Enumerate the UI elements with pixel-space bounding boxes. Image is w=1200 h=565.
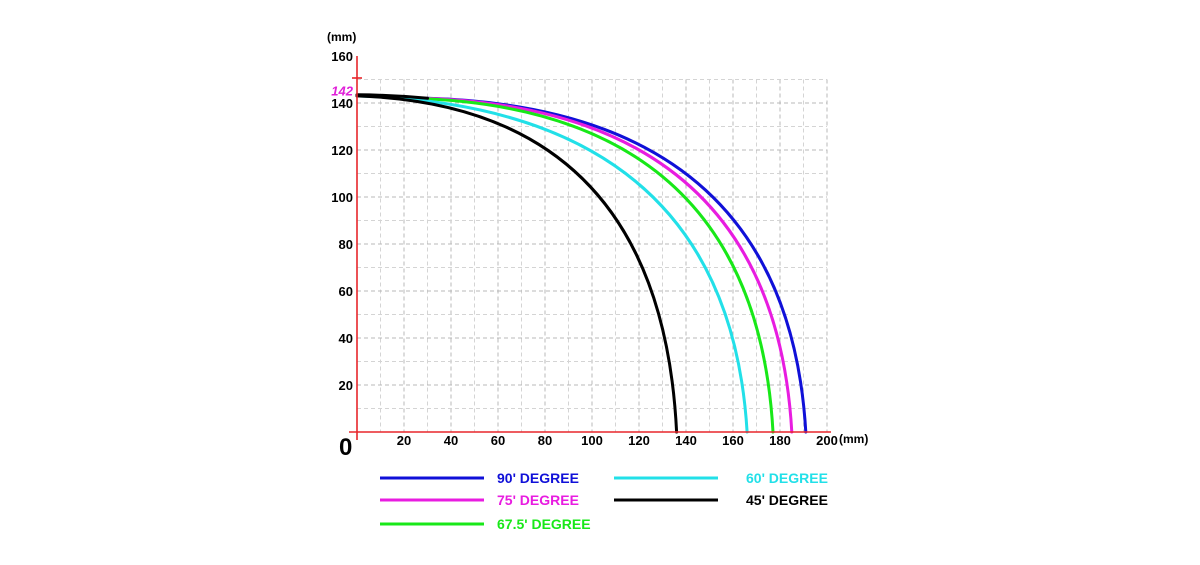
legend-label: 67.5' DEGREE — [497, 516, 591, 532]
legend-label: 75' DEGREE — [497, 492, 579, 508]
origin-label: 0 — [339, 434, 352, 461]
chart-legend: 90' DEGREE 75' DEGREE 67.5' DEGREE 60' DEGR… — [380, 470, 828, 532]
chart-tick-labels: 20 40 60 80 100 120 140 160 180 200 20 40 60 80 100 120… — [327, 30, 868, 461]
x-tick-label: 140 — [675, 433, 697, 448]
y-tick-label: 140 — [331, 96, 353, 111]
series-shared-start — [355, 93, 429, 100]
y-tick-label: 100 — [331, 190, 353, 205]
y-tick-label: 120 — [331, 143, 353, 158]
series-line — [411, 96, 775, 434]
legend-label: 60' DEGREE — [746, 470, 828, 486]
x-axis-label: (mm) — [839, 432, 868, 446]
series-line — [421, 96, 794, 434]
x-tick-label: 120 — [628, 433, 650, 448]
legend-label: 90' DEGREE — [497, 470, 579, 486]
x-tick-label: 60 — [491, 433, 505, 448]
y-highlight-label: 142 — [331, 83, 353, 98]
chart-axes — [349, 56, 831, 440]
y-tick-label: 60 — [339, 284, 353, 299]
y-tick-label: 40 — [339, 331, 353, 346]
y-tick-label: 80 — [339, 237, 353, 252]
x-tick-label: 40 — [444, 433, 458, 448]
x-tick-label: 100 — [581, 433, 603, 448]
legend-label: 45' DEGREE — [746, 492, 828, 508]
y-tick-label: 20 — [339, 378, 353, 393]
x-tick-label: 160 — [722, 433, 744, 448]
series-line — [355, 94, 749, 434]
chart-series — [355, 93, 808, 434]
x-tick-label: 20 — [397, 433, 411, 448]
y-axis-label: (mm) — [327, 30, 356, 44]
y-tick-label: 160 — [331, 49, 353, 64]
x-tick-label: 180 — [769, 433, 791, 448]
x-tick-label: 80 — [538, 433, 552, 448]
series-line — [355, 94, 679, 434]
x-tick-label: 200 — [816, 433, 838, 448]
